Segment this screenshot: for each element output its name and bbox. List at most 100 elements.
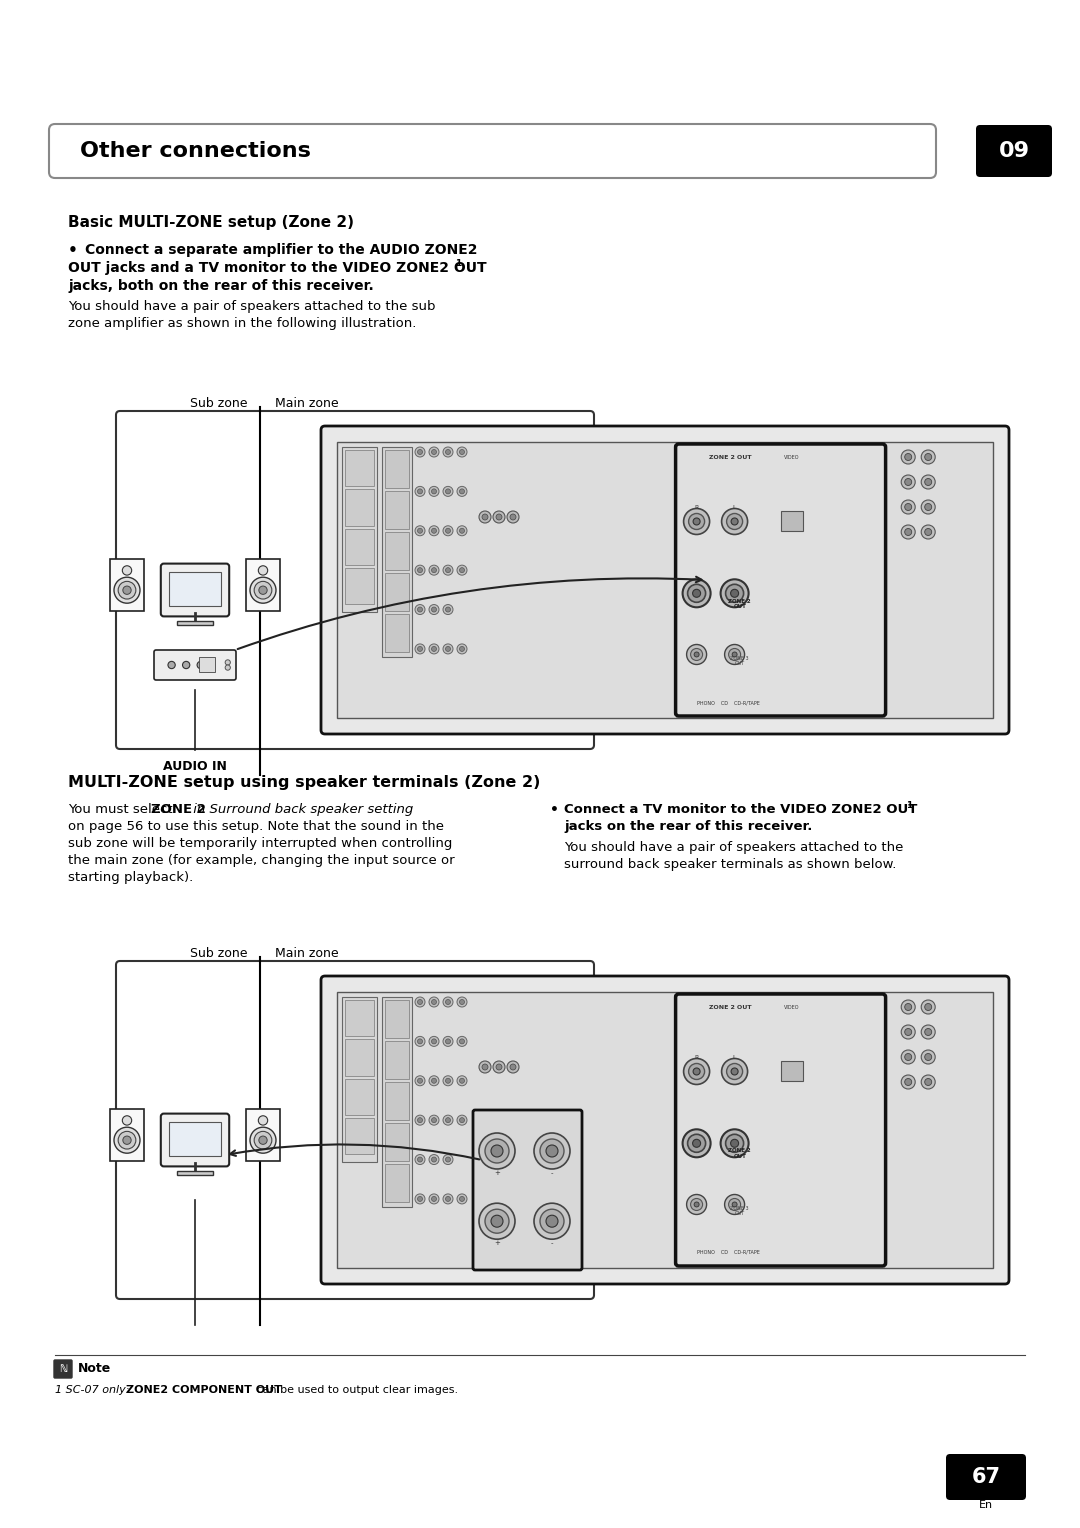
- Circle shape: [457, 486, 467, 497]
- Bar: [337, 442, 993, 718]
- Bar: [781, 1062, 802, 1082]
- Circle shape: [693, 518, 700, 526]
- Circle shape: [122, 1115, 132, 1125]
- Bar: [384, 490, 409, 529]
- Circle shape: [258, 565, 268, 575]
- Circle shape: [429, 526, 438, 536]
- Circle shape: [921, 1050, 935, 1063]
- Bar: [345, 489, 374, 526]
- Circle shape: [485, 1209, 509, 1233]
- Circle shape: [415, 526, 426, 536]
- FancyBboxPatch shape: [946, 1455, 1026, 1500]
- Circle shape: [446, 607, 450, 613]
- Text: ZONE 2 OUT: ZONE 2 OUT: [710, 1005, 752, 1010]
- Bar: [345, 1079, 374, 1115]
- Bar: [384, 1123, 409, 1161]
- Circle shape: [507, 1060, 519, 1073]
- Circle shape: [721, 1059, 747, 1085]
- Circle shape: [122, 565, 132, 575]
- Circle shape: [432, 607, 436, 613]
- Circle shape: [443, 1036, 453, 1047]
- Circle shape: [901, 526, 915, 539]
- Circle shape: [457, 1115, 467, 1125]
- Circle shape: [924, 1053, 932, 1060]
- Circle shape: [727, 1063, 743, 1079]
- Circle shape: [415, 565, 426, 575]
- Bar: [384, 573, 409, 611]
- Text: Sub zone: Sub zone: [190, 397, 248, 410]
- Circle shape: [459, 646, 464, 651]
- Circle shape: [418, 568, 422, 573]
- Circle shape: [415, 996, 426, 1007]
- Text: 09: 09: [999, 141, 1029, 160]
- Circle shape: [429, 1036, 438, 1047]
- Circle shape: [432, 1039, 436, 1044]
- FancyBboxPatch shape: [110, 559, 144, 611]
- Bar: [345, 1039, 374, 1076]
- Circle shape: [429, 486, 438, 497]
- Circle shape: [510, 1063, 516, 1070]
- Circle shape: [197, 662, 204, 669]
- Circle shape: [482, 513, 488, 520]
- Text: sub zone will be temporarily interrupted when controlling: sub zone will be temporarily interrupted…: [68, 837, 453, 850]
- Text: Connect a TV monitor to the VIDEO ZONE2 OUT: Connect a TV monitor to the VIDEO ZONE2 …: [564, 804, 917, 816]
- FancyBboxPatch shape: [154, 649, 237, 680]
- Circle shape: [924, 1004, 932, 1010]
- Circle shape: [921, 500, 935, 513]
- Bar: [345, 999, 374, 1036]
- Circle shape: [432, 1157, 436, 1161]
- Bar: [337, 992, 993, 1268]
- Circle shape: [689, 1063, 704, 1079]
- Circle shape: [901, 999, 915, 1015]
- Text: -: -: [551, 1170, 553, 1177]
- Circle shape: [924, 529, 932, 535]
- Bar: [781, 512, 802, 532]
- Text: You must select: You must select: [68, 804, 177, 816]
- Circle shape: [683, 579, 711, 607]
- Circle shape: [729, 1198, 741, 1210]
- Circle shape: [924, 1028, 932, 1036]
- Circle shape: [457, 1193, 467, 1204]
- FancyBboxPatch shape: [473, 1109, 582, 1270]
- Circle shape: [485, 1138, 509, 1163]
- Text: ZONE 2 OUT: ZONE 2 OUT: [710, 455, 752, 460]
- FancyBboxPatch shape: [321, 426, 1009, 733]
- Circle shape: [415, 1036, 426, 1047]
- Circle shape: [546, 1215, 558, 1227]
- Circle shape: [905, 529, 912, 535]
- Circle shape: [418, 607, 422, 613]
- Circle shape: [540, 1209, 564, 1233]
- Text: AUDIO IN: AUDIO IN: [163, 759, 227, 773]
- FancyBboxPatch shape: [49, 124, 936, 177]
- Bar: [384, 451, 409, 487]
- Circle shape: [432, 646, 436, 651]
- Bar: [168, 571, 221, 607]
- Text: starting playback).: starting playback).: [68, 871, 193, 885]
- Circle shape: [457, 526, 467, 536]
- Circle shape: [459, 999, 464, 1004]
- Circle shape: [459, 568, 464, 573]
- FancyBboxPatch shape: [246, 1109, 280, 1161]
- Text: zone amplifier as shown in the following illustration.: zone amplifier as shown in the following…: [68, 316, 417, 330]
- Circle shape: [443, 486, 453, 497]
- Text: VIDEO: VIDEO: [784, 1005, 799, 1010]
- Circle shape: [693, 1068, 700, 1076]
- Circle shape: [183, 662, 190, 669]
- Circle shape: [249, 1128, 276, 1154]
- Circle shape: [924, 1079, 932, 1085]
- Bar: [168, 1122, 221, 1155]
- Text: L: L: [733, 1056, 737, 1060]
- Bar: [384, 999, 409, 1038]
- Circle shape: [432, 1117, 436, 1123]
- Circle shape: [687, 1195, 706, 1215]
- Circle shape: [901, 451, 915, 465]
- Circle shape: [432, 1196, 436, 1201]
- Text: R: R: [694, 1056, 699, 1060]
- Circle shape: [459, 1079, 464, 1083]
- Text: L: L: [733, 506, 737, 510]
- Circle shape: [457, 643, 467, 654]
- Bar: [345, 451, 374, 486]
- Bar: [382, 448, 411, 657]
- Circle shape: [446, 1117, 450, 1123]
- Circle shape: [727, 513, 743, 530]
